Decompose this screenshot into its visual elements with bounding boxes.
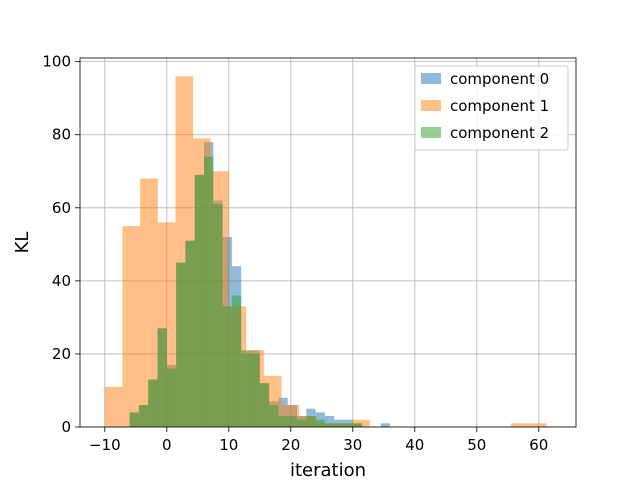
- legend-label: component 1: [450, 97, 549, 115]
- y-tick-label: 60: [52, 199, 71, 217]
- histogram-bar: [324, 416, 335, 427]
- y-tick-label: 100: [42, 53, 71, 71]
- histogram-bar: [297, 419, 307, 427]
- histogram-bar: [185, 240, 195, 427]
- histogram-bar: [334, 423, 344, 427]
- histogram-bar: [222, 306, 232, 427]
- legend-box: [414, 65, 569, 151]
- y-tick-label: 0: [61, 418, 71, 436]
- legend: component 0 component 1 component 2: [414, 65, 569, 151]
- histogram-bar: [352, 423, 363, 427]
- histogram-bar: [140, 178, 158, 427]
- histogram-bar: [138, 405, 149, 427]
- legend-swatch: [421, 100, 441, 111]
- x-tick-label: 40: [405, 436, 424, 454]
- histogram-bar: [269, 405, 279, 427]
- x-tick-label: 50: [467, 436, 486, 454]
- histogram-bar: [287, 416, 297, 427]
- x-tick-label: 10: [219, 436, 238, 454]
- histogram-bar: [278, 416, 288, 427]
- histogram-bar: [122, 226, 141, 427]
- histogram-bar: [129, 412, 139, 427]
- y-tick-label: 20: [52, 345, 71, 363]
- histogram-bar: [213, 204, 223, 427]
- legend-swatch: [421, 73, 441, 84]
- histogram-bar: [324, 423, 335, 427]
- y-tick-label: 80: [52, 126, 71, 144]
- x-tick-label: 30: [343, 436, 362, 454]
- histogram-bar: [259, 383, 270, 427]
- histogram-bar: [148, 379, 158, 427]
- histogram-bar: [176, 262, 186, 427]
- histogram-bar: [306, 416, 316, 427]
- histogram-bar: [250, 353, 260, 427]
- series-2: [129, 156, 363, 428]
- y-tick-label: 40: [52, 272, 71, 290]
- plot-frame: [79, 57, 577, 428]
- histogram-bar: [315, 419, 325, 427]
- x-tick-label: 0: [162, 436, 172, 454]
- axis-ticks: −10 0 10 20 30 40 50 60 0 20 40 60 80 100: [42, 53, 548, 454]
- histogram-bar: [204, 156, 214, 428]
- x-tick-label: 60: [529, 436, 548, 454]
- histogram-bar: [194, 174, 204, 427]
- x-tick-label: 20: [281, 436, 300, 454]
- histogram-bar: [380, 423, 390, 427]
- histogram-bar: [343, 423, 353, 427]
- histogram-bar: [511, 423, 529, 427]
- legend-label: component 2: [450, 124, 549, 142]
- histogram-bar: [241, 350, 251, 427]
- histogram-bar: [157, 328, 167, 427]
- x-tick-label: −10: [89, 436, 121, 454]
- x-axis-label: iteration: [290, 460, 366, 480]
- legend-swatch: [421, 127, 441, 138]
- histogram-bar: [166, 368, 177, 427]
- histogram-bar: [528, 423, 547, 427]
- y-axis-label: KL: [12, 232, 33, 254]
- histogram-bar: [231, 295, 242, 427]
- bars: [104, 76, 547, 428]
- legend-label: component 0: [450, 70, 549, 88]
- histogram-bar: [104, 386, 123, 427]
